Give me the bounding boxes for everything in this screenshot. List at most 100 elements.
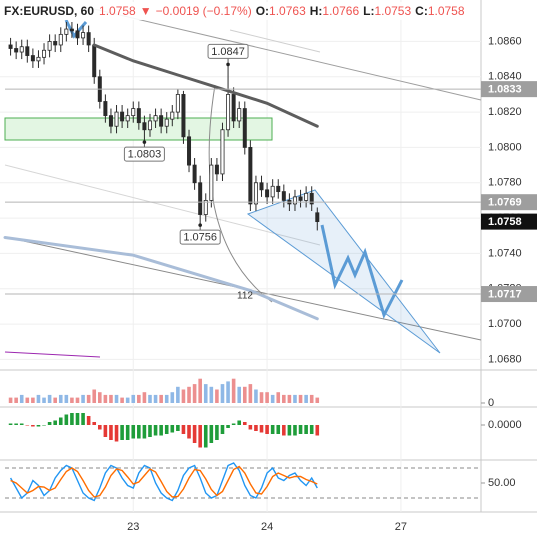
volume-bar xyxy=(70,397,74,403)
volume-bar xyxy=(259,392,264,403)
volume-bar xyxy=(209,386,214,403)
volume-bar xyxy=(159,394,163,403)
y-tick-label: 1.0740 xyxy=(488,247,522,259)
price-label-box xyxy=(481,194,537,211)
candle-body xyxy=(47,41,52,51)
histogram-bar xyxy=(215,425,219,440)
candle-body xyxy=(209,164,214,201)
volume-bar xyxy=(187,386,191,403)
volume-bar xyxy=(226,381,230,403)
candle-body xyxy=(164,118,169,127)
volume-bar xyxy=(103,394,108,403)
histogram-bar xyxy=(64,414,69,425)
volume-bar xyxy=(64,394,69,403)
volume-bar xyxy=(315,397,320,403)
y-tick-label: 1.0780 xyxy=(488,177,522,189)
candle-body xyxy=(298,196,303,201)
candle-body xyxy=(270,185,275,198)
candle-body xyxy=(8,44,13,49)
candle-body xyxy=(147,120,152,131)
oscillator-line xyxy=(10,465,318,498)
volume-bar xyxy=(142,392,147,403)
candle-body xyxy=(19,46,24,53)
x-tick-label: 24 xyxy=(261,521,273,533)
candle-body xyxy=(220,129,225,175)
ohlc-label: L: xyxy=(363,4,374,18)
ohlc-value: 1.0766 xyxy=(322,4,359,18)
candle-body xyxy=(81,32,86,39)
volume-bar xyxy=(86,394,91,403)
candle-body xyxy=(253,182,258,205)
candle-body xyxy=(304,192,309,201)
x-tick-label: 27 xyxy=(395,521,407,533)
candle-body xyxy=(226,94,231,131)
volume-bar xyxy=(137,394,141,403)
volume-bar xyxy=(242,386,247,403)
volume-bar xyxy=(170,392,175,403)
moving-average xyxy=(92,43,319,128)
forecast-path xyxy=(320,224,404,319)
histogram-bar xyxy=(125,425,130,440)
histogram-bar xyxy=(192,425,197,443)
volume-bar xyxy=(19,394,24,403)
candle-body xyxy=(42,49,47,58)
indicator-line xyxy=(4,351,101,358)
header: FX:EURUSD, 60 1.0758 ▼ −0.0019 (−0.17%) O:1.… xyxy=(4,4,465,18)
candle-body xyxy=(58,33,63,46)
histogram-bar xyxy=(8,423,13,425)
volume-bar xyxy=(282,394,286,403)
triangle xyxy=(246,189,441,354)
annotation-point xyxy=(226,62,230,67)
histogram-bar xyxy=(142,425,147,439)
x-tick-label: 23 xyxy=(127,521,139,533)
histogram-bar xyxy=(31,425,35,427)
histogram-bar xyxy=(176,425,180,431)
y-tick-label: 50.00 xyxy=(488,477,516,489)
volume-bar xyxy=(131,394,136,403)
candle-body xyxy=(75,30,80,39)
candle-body xyxy=(259,182,264,191)
histogram-bar xyxy=(170,425,175,433)
candle-body xyxy=(203,200,208,215)
candle-body xyxy=(181,94,186,138)
volume-bar xyxy=(75,397,80,403)
annotation-point xyxy=(142,140,147,144)
arc xyxy=(208,84,273,303)
forecast-path xyxy=(64,19,88,39)
annotation-box xyxy=(207,43,249,59)
last-price: 1.0758 xyxy=(99,4,136,18)
trend-line xyxy=(89,7,482,101)
ohlc-value: 1.0763 xyxy=(269,4,306,18)
histogram-bar xyxy=(315,425,320,436)
marks-layer: 23 24 27 1.0860 1.0840 1.0820 1.0800 1.0780 1.07… xyxy=(0,2,537,533)
candle-body xyxy=(231,94,236,122)
histogram-bar xyxy=(109,425,113,440)
y-tick-label: 1.0840 xyxy=(488,71,522,83)
histogram-bar xyxy=(42,425,46,426)
candle-body xyxy=(170,111,175,120)
annotation-point xyxy=(198,223,202,227)
candle-body xyxy=(69,28,74,32)
histogram-bar xyxy=(131,425,136,439)
ohlc-label: H: xyxy=(310,4,323,18)
histogram-bar xyxy=(164,425,169,434)
histogram-bar xyxy=(75,413,80,425)
candle-body xyxy=(53,41,58,46)
volume-bar xyxy=(181,389,186,403)
annotation-label: 1.0756 xyxy=(183,232,217,244)
histogram-bar xyxy=(153,425,158,436)
histogram-bar xyxy=(282,425,286,436)
histogram-bar xyxy=(187,425,191,439)
price-label: 1.0717 xyxy=(488,288,522,300)
ohlc-value: 1.0753 xyxy=(374,4,411,18)
volume-bar xyxy=(254,389,258,403)
volume-bar xyxy=(92,389,97,403)
volume-bar xyxy=(58,394,63,403)
candle-body xyxy=(237,108,242,122)
y-tick-label: 1.0820 xyxy=(488,106,522,118)
candle-body xyxy=(125,115,130,122)
candle-body xyxy=(142,122,147,131)
annotation-label: 1.0803 xyxy=(128,149,162,161)
price-label-box xyxy=(481,213,537,230)
